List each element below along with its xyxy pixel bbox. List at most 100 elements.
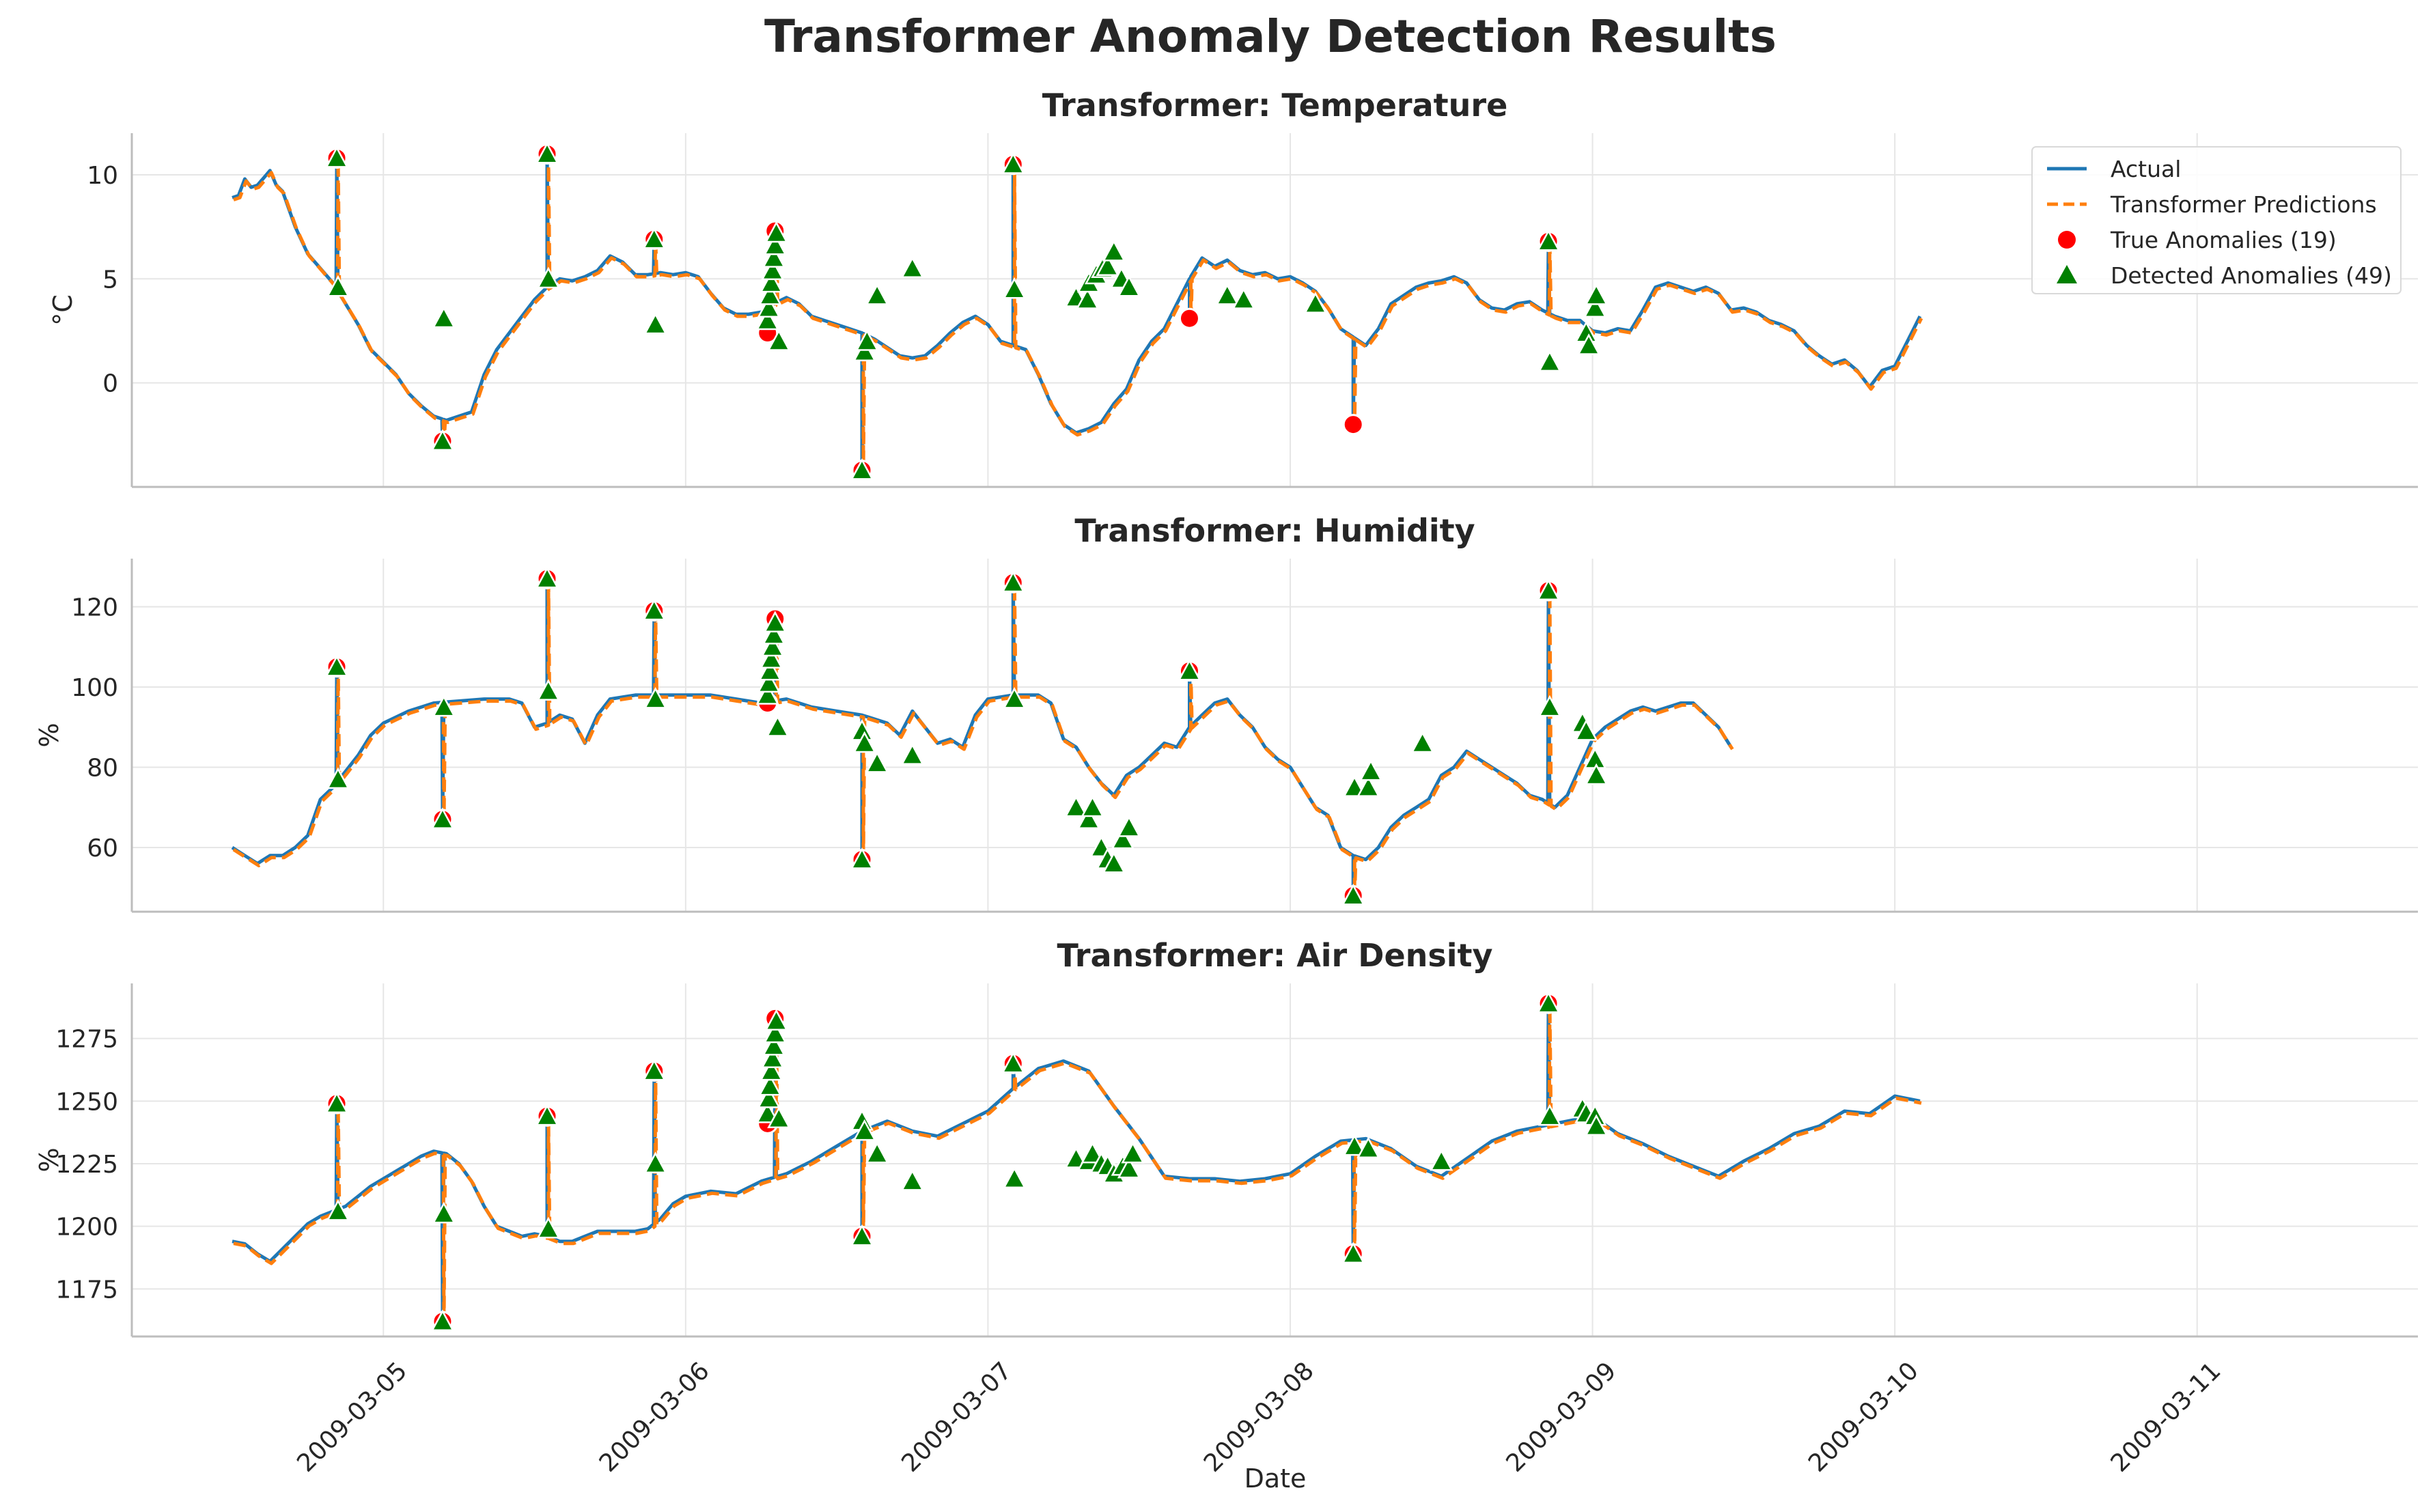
detected-anomaly-point <box>1536 229 1561 251</box>
detected-anomaly-point <box>643 312 667 335</box>
detected-anomaly-point <box>1003 277 1027 299</box>
detected-anomaly-point <box>865 1141 889 1164</box>
detected-anomaly-point <box>1001 570 1025 593</box>
x-tick-label: 2009-03-10 <box>1803 1357 1924 1478</box>
detected-anomaly-point <box>324 1091 349 1113</box>
detected-anomaly-point <box>900 743 924 765</box>
detected-anomaly-point <box>1081 795 1104 817</box>
detected-anomaly-point <box>850 847 874 869</box>
detected-anomaly-point <box>1342 1134 1367 1156</box>
detected-anomaly-point <box>760 647 783 669</box>
legend-label: Transformer Predictions <box>2110 191 2377 218</box>
detected-anomaly-point <box>432 306 456 328</box>
detected-anomaly-point <box>432 1201 456 1224</box>
legend-box <box>2031 146 2402 294</box>
plot-area <box>232 141 1923 481</box>
legend-swatch-true-anomaly <box>2058 231 2076 249</box>
plot-area <box>232 991 1922 1332</box>
detected-anomaly-point <box>1356 775 1380 797</box>
detected-anomaly-point <box>1117 815 1141 837</box>
detected-anomaly-point <box>850 1224 874 1246</box>
legend-item: Transformer Predictions <box>2047 191 2377 218</box>
detected-anomaly-point <box>766 715 790 737</box>
x-tick-label: 2009-03-09 <box>1501 1357 1622 1478</box>
detected-anomaly-point <box>1430 1149 1453 1171</box>
detected-anomaly-point <box>1232 288 1255 309</box>
legend-label: Actual <box>2111 156 2181 182</box>
detected-anomaly-point <box>326 1199 350 1221</box>
y-axis-label: % <box>34 723 64 747</box>
y-tick-label: 100 <box>71 674 118 702</box>
legend: Actual Transformer Predictions True Anomal… <box>2031 146 2402 294</box>
detected-anomaly-point <box>1359 759 1383 781</box>
detected-anomaly-point <box>536 1216 560 1239</box>
detected-anomaly-point <box>1102 240 1126 262</box>
figure-title: Transformer Anomaly Detection Results <box>764 10 1777 63</box>
detected-anomaly-point <box>1574 718 1598 741</box>
detected-anomaly-point <box>1178 658 1201 681</box>
x-tick-label: 2009-03-06 <box>594 1357 715 1478</box>
detected-anomaly-point <box>852 731 876 753</box>
detected-anomaly-point <box>430 1309 455 1331</box>
detected-anomaly-point <box>760 258 785 281</box>
legend-item: Actual <box>2047 156 2181 182</box>
true-anomaly-point <box>1342 414 1364 436</box>
y-tick-label: 1225 <box>55 1151 118 1179</box>
y-tick-label: 1250 <box>55 1088 118 1116</box>
detected-anomaly-point <box>1076 807 1101 829</box>
detected-anomaly-point <box>326 275 350 297</box>
detected-anomaly-point <box>1576 333 1601 355</box>
detected-anomaly-point <box>1117 275 1141 297</box>
y-tick-label: 10 <box>87 162 118 190</box>
detected-anomaly-point <box>643 686 667 709</box>
detected-anomaly-point <box>757 296 781 318</box>
detected-anomaly-point <box>1537 695 1561 717</box>
y-tick-label: 80 <box>87 755 118 783</box>
detected-anomaly-point <box>758 658 782 681</box>
predicted-line <box>233 1003 1922 1326</box>
detected-anomaly-point <box>757 671 781 693</box>
detected-anomaly-point <box>1081 1141 1104 1164</box>
detected-anomaly-point <box>758 283 782 305</box>
detected-anomaly-point <box>760 634 785 657</box>
detected-anomaly-point <box>432 695 456 717</box>
detected-anomaly-point <box>900 256 924 279</box>
detected-anomaly-point <box>536 679 560 701</box>
legend-label: Detected Anomalies (49) <box>2111 262 2392 289</box>
detected-anomaly-point <box>1215 283 1239 305</box>
detected-anomaly-point <box>1001 152 1025 174</box>
legend-item: Detected Anomalies (49) <box>2057 262 2392 289</box>
y-tick-label: 0 <box>102 370 118 398</box>
y-axis-label: % <box>34 1147 64 1172</box>
gridlines <box>132 559 2418 912</box>
y-tick-label: 1200 <box>55 1214 118 1242</box>
y-tick-label: 1275 <box>55 1026 118 1054</box>
detected-anomaly-point <box>852 1119 876 1141</box>
detected-anomaly-point <box>865 283 889 305</box>
panel-title: Transformer: Air Density <box>1057 937 1492 974</box>
detected-anomaly-point <box>762 1034 786 1056</box>
detected-anomaly-point <box>1096 254 1119 277</box>
detected-anomaly-point <box>1102 851 1126 873</box>
detected-anomaly-point <box>642 598 666 621</box>
detected-anomaly-point <box>1003 1166 1027 1188</box>
detected-anomaly-point <box>767 1106 791 1128</box>
detected-anomaly-point <box>642 227 666 249</box>
y-tick-label: 60 <box>87 835 118 863</box>
panel-3: 1175 1200 1225 1250 1275% Transformer: Air De… <box>34 937 2418 1478</box>
detected-anomaly-point <box>1585 1114 1609 1136</box>
detected-anomaly-point <box>535 1104 559 1126</box>
detected-anomaly-point <box>755 308 779 331</box>
detected-anomaly-point <box>763 233 787 255</box>
x-tick-label: 2009-03-07 <box>896 1357 1017 1478</box>
detected-anomaly-point <box>1076 288 1100 309</box>
detected-anomaly-point <box>535 141 559 164</box>
predicted-line <box>232 578 1734 899</box>
y-tick-label: 1175 <box>55 1276 118 1304</box>
panels: 0 5 10 °C Transformer: Temperature 60 80 100 120… <box>34 87 2418 1478</box>
detected-anomaly-point <box>760 270 783 293</box>
detected-anomaly-point <box>1583 296 1607 318</box>
detected-anomaly-point <box>1003 686 1027 709</box>
panel-2: 60 80 100 120% Transformer: Humidity <box>34 512 2418 913</box>
